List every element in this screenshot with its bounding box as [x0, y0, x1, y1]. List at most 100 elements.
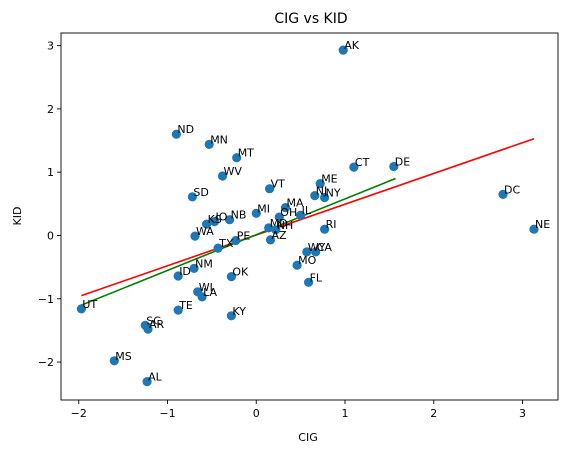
data-point	[310, 191, 320, 201]
point-label: WA	[196, 225, 214, 238]
point-label: WV	[224, 165, 243, 178]
point-label: NB	[231, 209, 247, 222]
point-label: ID	[179, 265, 191, 278]
data-point	[109, 356, 119, 366]
y-tick-label: −2	[38, 356, 54, 369]
data-point	[217, 171, 228, 181]
data-point	[190, 231, 200, 241]
data-point	[173, 271, 183, 281]
data-point	[231, 235, 241, 246]
data-point	[213, 243, 223, 253]
point-label: CT	[355, 156, 370, 169]
x-axis-ticks: −2 −1 0 1 2 3	[71, 400, 526, 420]
data-point	[264, 223, 274, 233]
data-points	[76, 45, 539, 387]
data-point	[226, 272, 236, 282]
point-label: CA	[317, 241, 333, 254]
point-label: KY	[232, 305, 246, 318]
point-label: TX	[218, 237, 234, 250]
point-label: PE	[237, 230, 251, 243]
point-label: DC	[504, 183, 520, 196]
data-point	[320, 192, 330, 203]
data-point	[202, 219, 212, 229]
y-axis-ticks: −2 −1 0 1 2 3	[38, 40, 61, 369]
point-label: SC	[146, 314, 161, 327]
point-label: AZ	[272, 229, 288, 242]
data-point	[529, 224, 539, 234]
data-point	[320, 224, 330, 234]
point-label: TE	[178, 299, 193, 312]
point-label: VT	[271, 178, 286, 191]
data-point	[304, 277, 314, 287]
point-label: ND	[177, 123, 194, 136]
point-label: MO	[298, 254, 316, 267]
point-label: WY	[308, 241, 326, 254]
x-tick-label: −1	[159, 407, 175, 420]
data-point	[271, 225, 281, 235]
x-axis-label: CIG	[298, 431, 317, 444]
point-label: MT	[238, 147, 254, 160]
point-label: MD	[270, 217, 288, 230]
data-point	[209, 217, 220, 227]
data-point	[292, 260, 302, 270]
y-axis-label: KID	[11, 207, 24, 226]
chart-title: CIG vs KID	[274, 11, 347, 27]
data-point	[187, 192, 197, 202]
point-label: RI	[326, 218, 337, 231]
point-label: FL	[310, 271, 323, 284]
point-label: SD	[193, 186, 208, 199]
point-label: NM	[195, 257, 213, 270]
point-label: AR	[149, 318, 165, 331]
point-label: MI	[257, 202, 270, 215]
data-point	[226, 311, 236, 321]
data-point	[171, 129, 181, 139]
data-point	[232, 153, 242, 163]
plot-frame	[60, 32, 559, 401]
data-point	[265, 235, 276, 245]
point-label: MN	[210, 133, 228, 146]
point-label: WI	[199, 281, 213, 294]
point-label: IO	[216, 211, 228, 224]
point-label: OK	[232, 266, 249, 279]
data-point	[76, 304, 86, 314]
data-point	[311, 247, 321, 257]
point-label: UT	[82, 298, 97, 311]
y-tick-label: 2	[47, 103, 54, 116]
point-label: NE	[535, 218, 550, 231]
data-point	[197, 292, 207, 302]
point-label: KS	[208, 213, 222, 226]
data-point	[142, 377, 152, 387]
data-point	[204, 139, 214, 149]
x-tick-label: 0	[253, 407, 260, 420]
data-point	[265, 184, 275, 194]
point-label: ME	[321, 173, 337, 186]
data-point	[280, 203, 291, 213]
point-label: MA	[287, 197, 304, 210]
point-label: LA	[203, 286, 217, 299]
data-point	[302, 247, 312, 257]
y-tick-label: −1	[38, 293, 54, 306]
fit-line-0	[81, 137, 535, 297]
point-label: AK	[344, 39, 360, 52]
point-label: MS	[115, 350, 131, 363]
data-point	[296, 210, 306, 220]
data-point	[189, 263, 199, 273]
point-label: IL	[302, 204, 312, 217]
data-point	[349, 162, 359, 172]
point-label: OH	[280, 206, 297, 219]
x-tick-label: 3	[519, 407, 526, 420]
point-label: NH	[277, 219, 294, 232]
point-label: NJ	[316, 185, 327, 198]
x-tick-label: −2	[71, 407, 87, 420]
point-label: AL	[148, 371, 163, 384]
data-point	[173, 305, 183, 315]
x-tick-label: 2	[430, 407, 437, 420]
y-tick-label: 3	[47, 40, 54, 53]
data-point	[225, 215, 235, 225]
point-label: NY	[326, 187, 341, 200]
y-tick-label: 1	[47, 166, 54, 179]
y-tick-label: 0	[47, 229, 54, 242]
data-point	[389, 161, 399, 172]
